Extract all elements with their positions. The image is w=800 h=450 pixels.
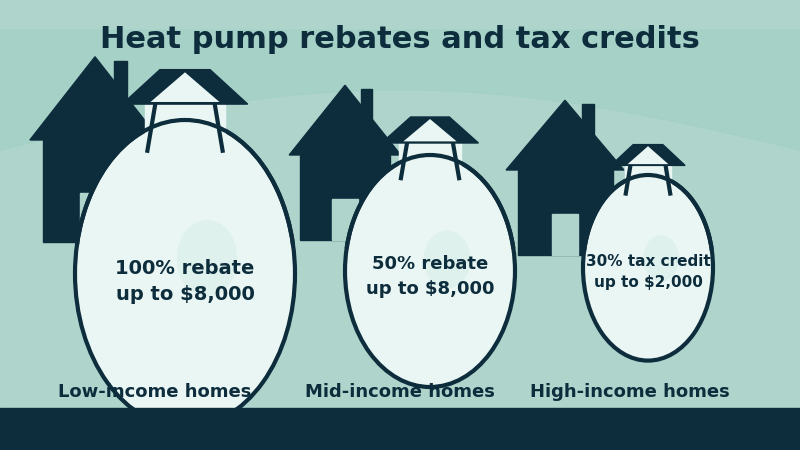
Text: Low-income homes: Low-income homes: [58, 383, 252, 401]
Text: Heat pump rebates and tax credits: Heat pump rebates and tax credits: [100, 25, 700, 54]
Ellipse shape: [583, 175, 713, 360]
Bar: [333, 199, 358, 240]
Bar: [399, 141, 461, 202]
Ellipse shape: [345, 155, 515, 387]
Polygon shape: [147, 101, 222, 151]
Polygon shape: [628, 146, 668, 164]
Bar: [552, 214, 578, 255]
Bar: [0, 408, 800, 450]
Text: 50% rebate
up to $8,000: 50% rebate up to $8,000: [366, 255, 494, 298]
Bar: [42, 140, 147, 242]
Bar: [114, 61, 126, 103]
Bar: [146, 101, 225, 181]
Bar: [582, 104, 594, 139]
Text: 100% rebate
up to $8,000: 100% rebate up to $8,000: [115, 259, 254, 304]
Polygon shape: [506, 100, 624, 170]
Ellipse shape: [424, 230, 470, 288]
Ellipse shape: [75, 120, 295, 428]
Polygon shape: [403, 119, 457, 141]
Text: 30% tax credit
up to $2,000: 30% tax credit up to $2,000: [586, 254, 710, 290]
Bar: [80, 193, 110, 242]
Text: Mid-income homes: Mid-income homes: [305, 383, 495, 401]
Polygon shape: [290, 85, 401, 155]
Bar: [362, 89, 372, 124]
Bar: [518, 170, 613, 255]
Bar: [300, 155, 390, 240]
Polygon shape: [382, 117, 478, 143]
Polygon shape: [401, 141, 459, 178]
Polygon shape: [626, 164, 670, 194]
Ellipse shape: [643, 235, 679, 282]
Polygon shape: [611, 144, 685, 166]
Polygon shape: [122, 70, 248, 104]
Ellipse shape: [177, 220, 238, 297]
Polygon shape: [30, 57, 160, 140]
Text: High-income homes: High-income homes: [530, 383, 730, 401]
Polygon shape: [150, 72, 219, 102]
Bar: [625, 164, 671, 212]
